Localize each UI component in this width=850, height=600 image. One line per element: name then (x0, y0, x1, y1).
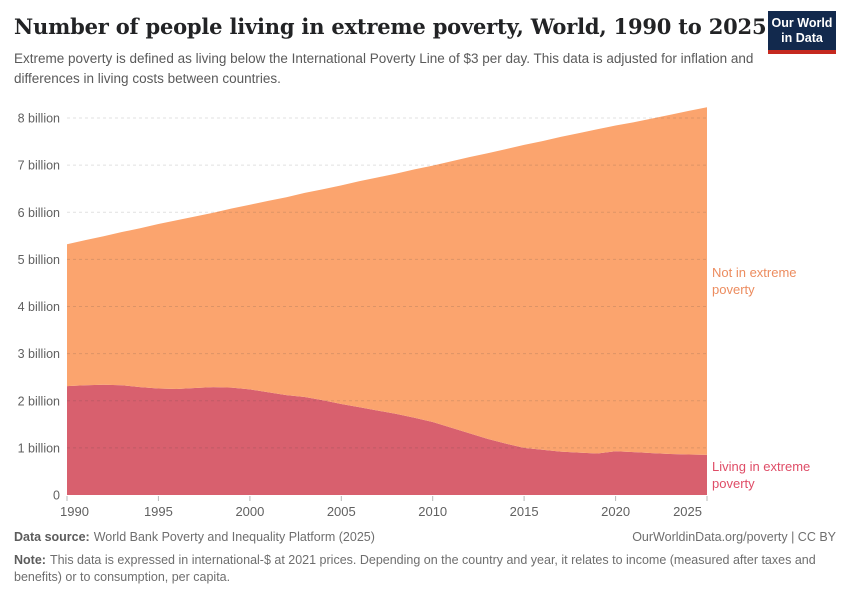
data-source-line: Data source: World Bank Poverty and Inequ… (14, 529, 375, 546)
y-axis-tick-label: 3 billion (18, 347, 60, 361)
y-axis-tick-label: 4 billion (18, 300, 60, 314)
y-axis-tick-label: 6 billion (18, 206, 60, 220)
area-living-in-extreme-poverty[interactable] (67, 384, 707, 495)
x-axis-tick-label: 1990 (60, 504, 89, 519)
y-axis-tick-label: 8 billion (18, 112, 60, 126)
x-axis-tick-label: 2005 (327, 504, 356, 519)
y-axis-tick-label: 7 billion (18, 159, 60, 173)
owid-logo[interactable]: Our World in Data (768, 11, 836, 54)
y-axis-tick-label: 0 (53, 489, 60, 503)
note-label: Note: (14, 553, 46, 567)
x-axis-tick-label: 2000 (235, 504, 264, 519)
chart-header: Number of people living in extreme pover… (14, 11, 836, 88)
x-axis-tick-label: 2025 (673, 504, 702, 519)
poverty-stacked-area-chart: 0 1 billion 2 billion 3 billion 4 billion 5 b… (18, 107, 708, 519)
owid-logo-line1: Our World (771, 15, 833, 30)
x-axis-tick-label: 2020 (601, 504, 630, 519)
data-source-text: World Bank Poverty and Inequality Platfo… (93, 530, 375, 544)
note-line: Note: This data is expressed in internati… (14, 552, 836, 586)
y-axis-tick-label: 2 billion (18, 394, 60, 408)
series-label-not-in-extreme-poverty: Not in extreme poverty (712, 265, 797, 297)
chart-footer: Data source: World Bank Poverty and Inequ… (14, 529, 836, 586)
x-axis-tick-label: 1995 (144, 504, 173, 519)
page-title: Number of people living in extreme pover… (14, 14, 767, 39)
owid-logo-line2: in Data (781, 30, 823, 45)
chart-subtitle: Extreme poverty is defined as living bel… (14, 51, 754, 86)
area-not-in-extreme-poverty[interactable] (67, 107, 707, 455)
x-axis-tick-label: 2010 (418, 504, 447, 519)
data-source-label: Data source: (14, 530, 90, 544)
x-axis-tick-label: 2015 (510, 504, 539, 519)
y-axis-tick-label: 5 billion (18, 253, 60, 267)
note-text: This data is expressed in international-… (14, 553, 816, 584)
series-label-living-in-extreme-poverty: Living in extreme poverty (712, 459, 811, 491)
y-axis-tick-label: 1 billion (18, 441, 60, 455)
license-link[interactable]: OurWorldinData.org/poverty | CC BY (632, 530, 836, 544)
